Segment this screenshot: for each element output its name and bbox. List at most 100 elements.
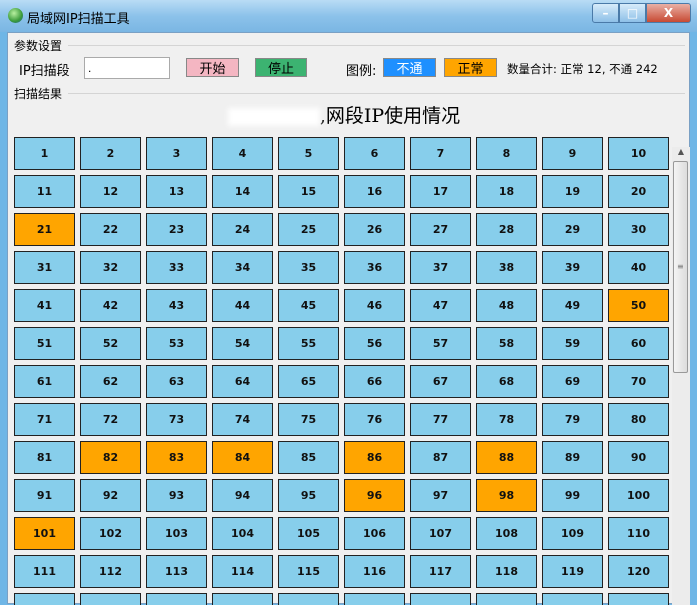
- scroll-up-arrow-icon[interactable]: ▲: [677, 147, 685, 156]
- ip-cell[interactable]: 116: [344, 555, 405, 588]
- ip-cell[interactable]: 108: [476, 517, 537, 550]
- ip-cell[interactable]: 24: [212, 213, 273, 246]
- ip-cell[interactable]: 10: [608, 137, 669, 170]
- maximize-button[interactable]: □: [619, 3, 646, 23]
- ip-cell[interactable]: 77: [410, 403, 471, 436]
- vertical-scrollbar[interactable]: ▲ ≡: [672, 147, 690, 605]
- ip-cell-partial[interactable]: [14, 593, 75, 605]
- ip-cell[interactable]: 5: [278, 137, 339, 170]
- ip-cell[interactable]: 12: [80, 175, 141, 208]
- ip-cell[interactable]: 45: [278, 289, 339, 322]
- ip-cell[interactable]: 6: [344, 137, 405, 170]
- ip-cell[interactable]: 65: [278, 365, 339, 398]
- ip-cell-partial[interactable]: [344, 593, 405, 605]
- ip-cell-partial[interactable]: [608, 593, 669, 605]
- ip-cell[interactable]: 41: [14, 289, 75, 322]
- ip-cell[interactable]: 44: [212, 289, 273, 322]
- ip-cell[interactable]: 4: [212, 137, 273, 170]
- ip-cell[interactable]: 59: [542, 327, 603, 360]
- ip-cell[interactable]: 67: [410, 365, 471, 398]
- ip-cell[interactable]: 85: [278, 441, 339, 474]
- ip-cell[interactable]: 36: [344, 251, 405, 284]
- ip-cell[interactable]: 48: [476, 289, 537, 322]
- ip-cell[interactable]: 111: [14, 555, 75, 588]
- ip-cell[interactable]: 54: [212, 327, 273, 360]
- ip-cell[interactable]: 39: [542, 251, 603, 284]
- ip-cell[interactable]: 66: [344, 365, 405, 398]
- ip-cell[interactable]: 120: [608, 555, 669, 588]
- ip-cell[interactable]: 82: [80, 441, 141, 474]
- ip-cell[interactable]: 102: [80, 517, 141, 550]
- ip-cell[interactable]: 92: [80, 479, 141, 512]
- ip-cell[interactable]: 26: [344, 213, 405, 246]
- ip-cell[interactable]: 86: [344, 441, 405, 474]
- ip-cell[interactable]: 106: [344, 517, 405, 550]
- ip-cell[interactable]: 107: [410, 517, 471, 550]
- ip-cell[interactable]: 115: [278, 555, 339, 588]
- minimize-button[interactable]: –: [592, 3, 619, 23]
- ip-cell[interactable]: 69: [542, 365, 603, 398]
- ip-cell[interactable]: 19: [542, 175, 603, 208]
- ip-cell[interactable]: 93: [146, 479, 207, 512]
- ip-cell[interactable]: 90: [608, 441, 669, 474]
- ip-cell[interactable]: 14: [212, 175, 273, 208]
- ip-cell[interactable]: 71: [14, 403, 75, 436]
- ip-cell[interactable]: 38: [476, 251, 537, 284]
- ip-cell[interactable]: 64: [212, 365, 273, 398]
- ip-cell[interactable]: 73: [146, 403, 207, 436]
- ip-cell[interactable]: 109: [542, 517, 603, 550]
- ip-cell[interactable]: 40: [608, 251, 669, 284]
- ip-cell[interactable]: 50: [608, 289, 669, 322]
- ip-cell-partial[interactable]: [410, 593, 471, 605]
- ip-cell[interactable]: 78: [476, 403, 537, 436]
- ip-cell[interactable]: 117: [410, 555, 471, 588]
- ip-cell[interactable]: 119: [542, 555, 603, 588]
- ip-cell[interactable]: 25: [278, 213, 339, 246]
- ip-cell[interactable]: 22: [80, 213, 141, 246]
- scroll-thumb[interactable]: ≡: [673, 161, 688, 373]
- ip-cell[interactable]: 11: [14, 175, 75, 208]
- ip-cell[interactable]: 49: [542, 289, 603, 322]
- ip-cell-partial[interactable]: [542, 593, 603, 605]
- ip-cell[interactable]: 28: [476, 213, 537, 246]
- ip-cell[interactable]: 70: [608, 365, 669, 398]
- ip-cell[interactable]: 118: [476, 555, 537, 588]
- ip-cell-partial[interactable]: [80, 593, 141, 605]
- ip-cell[interactable]: 97: [410, 479, 471, 512]
- ip-cell-partial[interactable]: [278, 593, 339, 605]
- ip-cell[interactable]: 37: [410, 251, 471, 284]
- ip-cell[interactable]: 47: [410, 289, 471, 322]
- ip-cell-partial[interactable]: [212, 593, 273, 605]
- ip-cell[interactable]: 100: [608, 479, 669, 512]
- ip-cell-partial[interactable]: [146, 593, 207, 605]
- ip-cell[interactable]: 3: [146, 137, 207, 170]
- ip-cell[interactable]: 95: [278, 479, 339, 512]
- ip-cell[interactable]: 79: [542, 403, 603, 436]
- close-button[interactable]: X: [646, 3, 691, 23]
- ip-cell[interactable]: 17: [410, 175, 471, 208]
- ip-cell[interactable]: 34: [212, 251, 273, 284]
- ip-cell[interactable]: 76: [344, 403, 405, 436]
- ip-cell[interactable]: 68: [476, 365, 537, 398]
- ip-cell[interactable]: 30: [608, 213, 669, 246]
- stop-button[interactable]: 停止: [255, 58, 307, 77]
- ip-cell[interactable]: 113: [146, 555, 207, 588]
- ip-cell[interactable]: 23: [146, 213, 207, 246]
- ip-cell[interactable]: 74: [212, 403, 273, 436]
- ip-cell[interactable]: 9: [542, 137, 603, 170]
- ip-cell[interactable]: 88: [476, 441, 537, 474]
- ip-cell[interactable]: 62: [80, 365, 141, 398]
- ip-cell[interactable]: 104: [212, 517, 273, 550]
- ip-cell[interactable]: 63: [146, 365, 207, 398]
- ip-cell[interactable]: 21: [14, 213, 75, 246]
- ip-cell[interactable]: 46: [344, 289, 405, 322]
- ip-cell[interactable]: 89: [542, 441, 603, 474]
- ip-cell[interactable]: 99: [542, 479, 603, 512]
- ip-cell[interactable]: 8: [476, 137, 537, 170]
- ip-cell-partial[interactable]: [476, 593, 537, 605]
- ip-cell[interactable]: 53: [146, 327, 207, 360]
- ip-cell[interactable]: 91: [14, 479, 75, 512]
- ip-cell[interactable]: 33: [146, 251, 207, 284]
- ip-cell[interactable]: 1: [14, 137, 75, 170]
- ip-cell[interactable]: 61: [14, 365, 75, 398]
